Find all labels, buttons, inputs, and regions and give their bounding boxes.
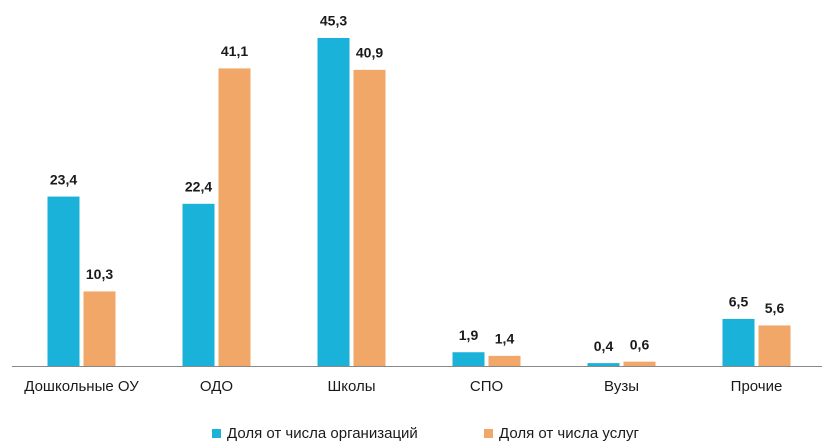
bar [182,203,215,366]
x-tick-label: Дошкольные ОУ [24,378,139,395]
value-label: 40,9 [356,45,383,61]
legend-swatch [212,429,221,438]
legend-label: Доля от числа организаций [227,425,418,442]
x-tick-label: СПО [470,378,503,395]
bar [317,38,350,366]
legend-label: Доля от числа услуг [499,425,639,442]
x-tick-label: ОДО [200,378,233,395]
value-label: 5,6 [765,300,785,316]
value-label: 22,4 [185,179,212,195]
legend-swatch [484,429,493,438]
bar [758,325,791,366]
bar [353,69,386,367]
x-tick-label: Прочие [731,378,783,395]
bar [218,68,251,367]
value-label: 0,6 [630,336,650,352]
value-label: 45,3 [320,13,347,29]
value-label: 23,4 [50,171,77,187]
bar [452,352,485,366]
value-label: 6,5 [729,294,749,310]
value-label: 0,4 [594,338,614,354]
bar [722,318,755,366]
x-tick-label: Вузы [604,378,639,395]
bar [587,363,620,366]
x-tick-label: Школы [327,378,375,395]
bar [623,361,656,366]
bar [47,196,80,366]
value-label: 1,4 [495,331,515,347]
value-label: 41,1 [221,43,248,59]
bar [83,291,116,366]
value-label: 1,9 [459,327,479,343]
bar [488,355,521,366]
value-label: 10,3 [86,266,113,282]
